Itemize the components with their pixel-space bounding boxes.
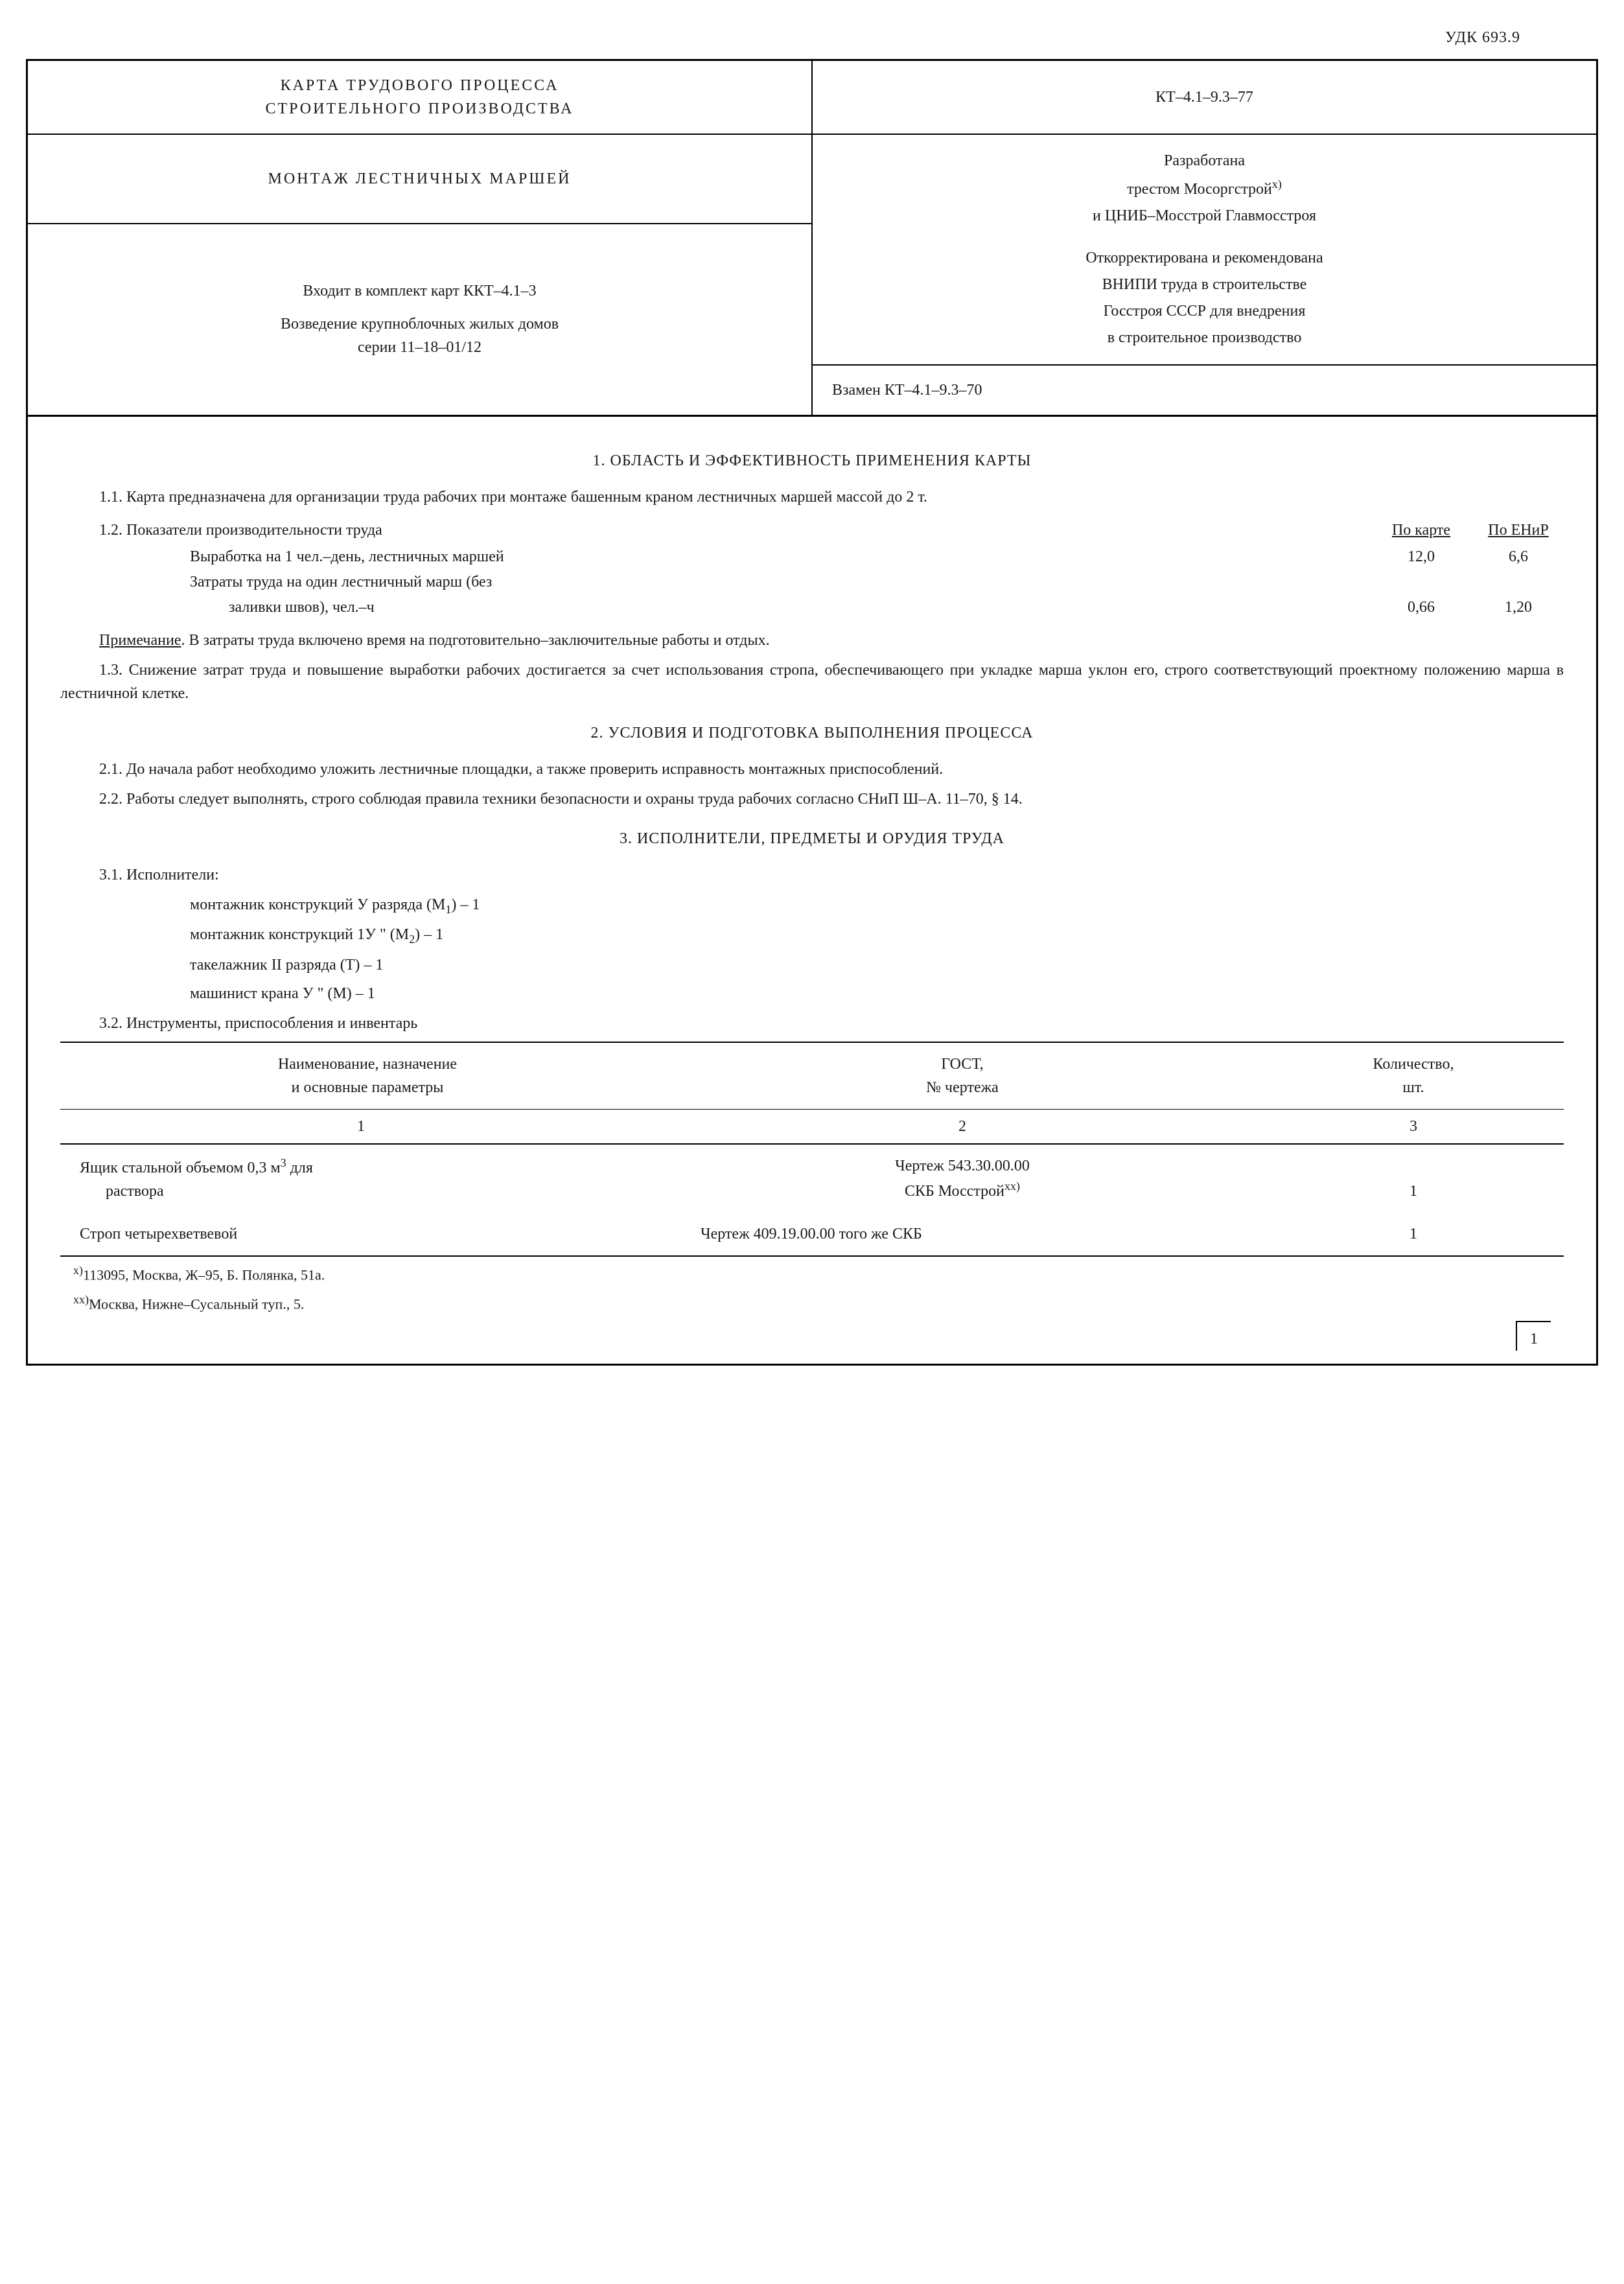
performer-2: монтажник конструкций 1У " (М2) – 1 xyxy=(60,923,1564,948)
page-number: 1 xyxy=(1516,1321,1551,1351)
header-table: КАРТА ТРУДОВОГО ПРОЦЕССА СТРОИТЕЛЬНОГО П… xyxy=(26,59,1598,417)
header-kit-info: Входит в комплект карт ККТ–4.1–3 Возведе… xyxy=(27,224,813,415)
footnote-2: хх)Москва, Нижне–Сусальный туп., 5. xyxy=(73,1291,1564,1314)
tools-head-2: ГОСТ, № чертежа xyxy=(662,1042,1263,1110)
performer-4: машинист крана У " (М) – 1 xyxy=(60,982,1564,1005)
para-2-1: 2.1. До начала работ необходимо уложить … xyxy=(60,758,1564,781)
header-replaces: Взамен КТ–4.1–9.3–70 xyxy=(812,365,1597,416)
document-page: УДК 693.9 КАРТА ТРУДОВОГО ПРОЦЕССА СТРОИ… xyxy=(26,26,1598,1366)
header-subject: МОНТАЖ ЛЕСТНИЧНЫХ МАРШЕЙ xyxy=(27,134,813,224)
section-1-title: 1. ОБЛАСТЬ И ЭФФЕКТИВНОСТЬ ПРИМЕНЕНИЯ КА… xyxy=(60,449,1564,472)
header-developed-by: Разработана трестом Мосоргстройх) и ЦНИБ… xyxy=(812,134,1597,365)
section-3-title: 3. ИСПОЛНИТЕЛИ, ПРЕДМЕТЫ И ОРУДИЯ ТРУДА xyxy=(60,827,1564,850)
section-2-title: 2. УСЛОВИЯ И ПОДГОТОВКА ВЫПОЛНЕНИЯ ПРОЦЕ… xyxy=(60,721,1564,745)
tools-row-2: Строп четырехветвевой Чертеж 409.19.00.0… xyxy=(60,1213,1564,1256)
para-2-2: 2.2. Работы следует выполнять, строго со… xyxy=(60,787,1564,811)
para-1-1: 1.1. Карта предназначена для организации… xyxy=(60,485,1564,509)
productivity-block: 1.2. Показатели производительности труда… xyxy=(60,519,1564,619)
page-number-wrap: 1 xyxy=(60,1321,1564,1351)
note-para: Примечание. В затраты труда включено вре… xyxy=(60,629,1564,652)
footnote-1: х)113095, Москва, Ж–95, Б. Полянка, 51а. xyxy=(73,1262,1564,1285)
col-header-enir: По ЕНиР xyxy=(1479,519,1557,542)
tools-head-1: Наименование, назначение и основные пара… xyxy=(60,1042,662,1110)
tools-row-1: Ящик стальной объемом 0,3 м3 для раствор… xyxy=(60,1144,1564,1213)
tools-table: Наименование, назначение и основные пара… xyxy=(60,1042,1564,1257)
para-3-2: 3.2. Инструменты, приспособления и инвен… xyxy=(60,1012,1564,1035)
header-card-title: КАРТА ТРУДОВОГО ПРОЦЕССА СТРОИТЕЛЬНОГО П… xyxy=(27,60,813,135)
col-header-karte: По карте xyxy=(1382,519,1460,542)
para-3-1: 3.1. Исполнители: xyxy=(60,863,1564,887)
para-1-3: 1.3. Снижение затрат труда и повышение в… xyxy=(60,658,1564,705)
tools-col-numbers: 1 2 3 xyxy=(60,1110,1564,1145)
performer-3: такелажник II разряда (Т) – 1 xyxy=(60,953,1564,977)
udc-code: УДК 693.9 xyxy=(26,26,1598,49)
main-content: 1. ОБЛАСТЬ И ЭФФЕКТИВНОСТЬ ПРИМЕНЕНИЯ КА… xyxy=(26,417,1598,1366)
header-code: КТ–4.1–9.3–77 xyxy=(812,60,1597,135)
tools-head-3: Количество, шт. xyxy=(1263,1042,1564,1110)
performer-1: монтажник конструкций У разряда (М1) – 1 xyxy=(60,893,1564,918)
